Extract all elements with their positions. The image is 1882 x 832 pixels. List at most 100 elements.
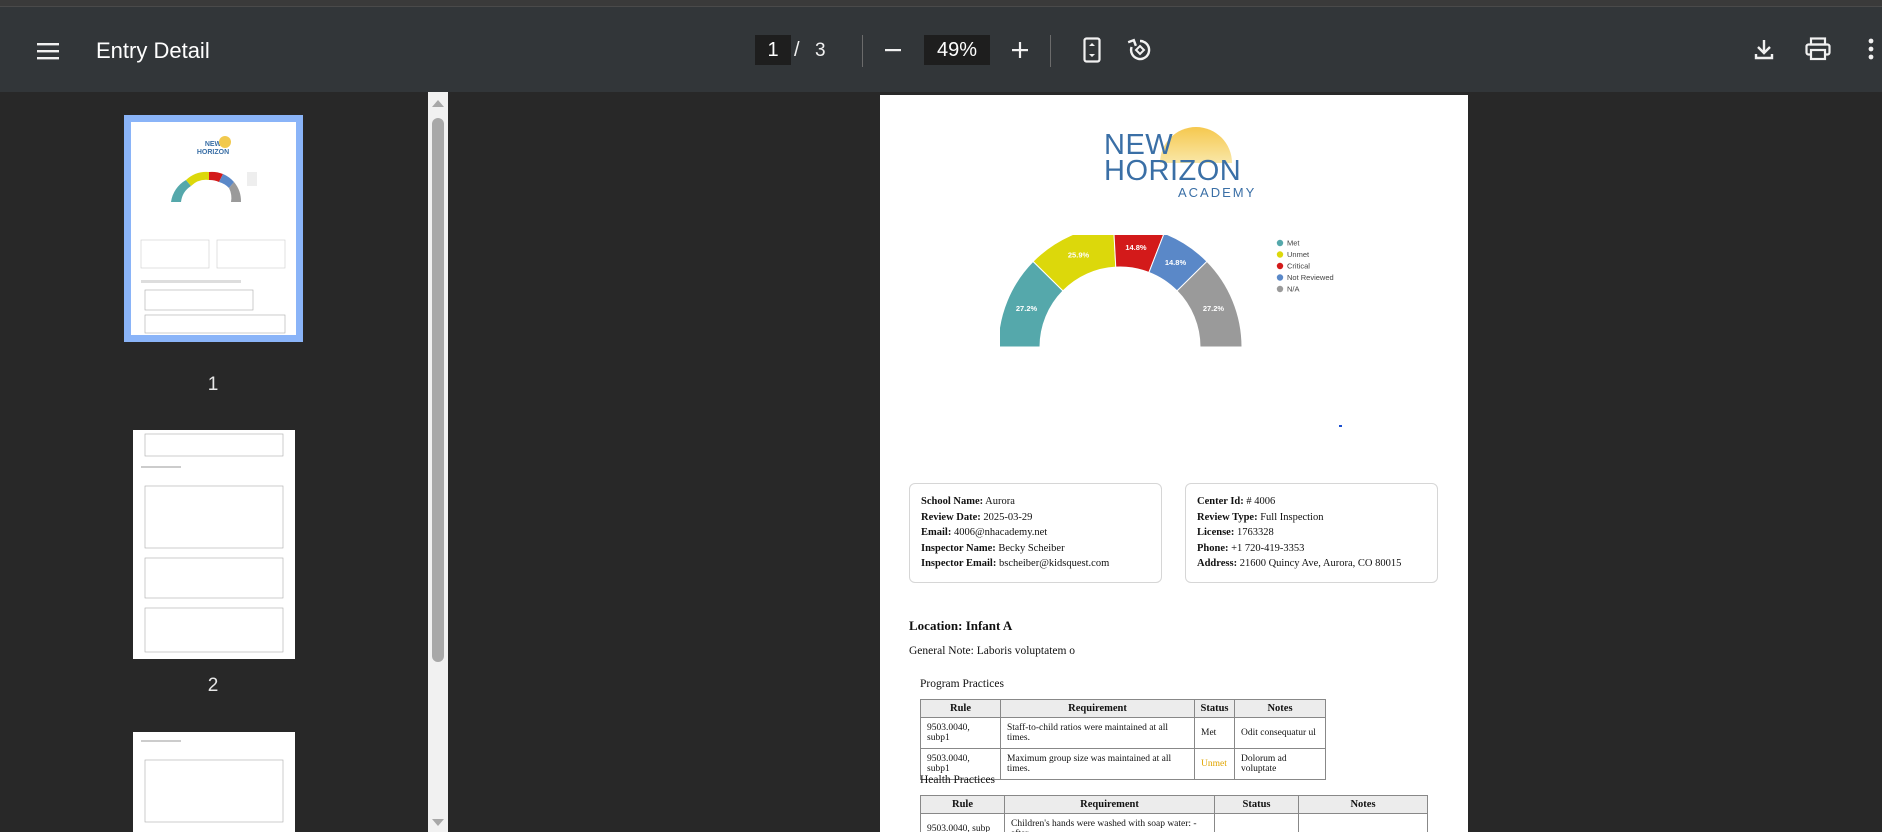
svg-text:NEW: NEW (205, 141, 222, 148)
document-title: Entry Detail (96, 38, 210, 63)
logo-line-horizon: HORIZON (1104, 155, 1242, 187)
chart-data-label: 27.2% (1203, 304, 1225, 313)
col-rule: Rule (920, 699, 1001, 718)
info-school-name: School Name: Aurora (921, 496, 1015, 507)
page-thumbnail-1[interactable]: NEW HORIZON (124, 115, 303, 342)
printer-icon (1805, 37, 1831, 61)
page-number-input[interactable]: 1 (755, 35, 791, 65)
legend-marker (1276, 285, 1284, 293)
plus-icon (1012, 42, 1028, 58)
cell-requirement: Maximum group size was maintained at all… (1000, 748, 1195, 780)
col-status: Status (1214, 795, 1299, 814)
chart-slice-n-a (1176, 260, 1243, 348)
toolbar-divider-2 (1050, 35, 1051, 67)
pdf-toolbar: Entry Detail 1 / 3 49% (0, 7, 1882, 92)
cell-requirement: Staff-to-child ratios were maintained at… (1000, 717, 1195, 749)
cell-rule: 9503.0040, subp1 (920, 717, 1001, 749)
thumbnail-sidebar: NEW HORIZON 1 2 (0, 92, 428, 832)
fit-page-button[interactable] (1074, 32, 1110, 68)
menu-button[interactable] (28, 31, 68, 71)
table-header-row: Rule Requirement Status Notes (920, 795, 1428, 814)
center-info-card: Center Id: # 4006 Review Type: Full Insp… (1185, 483, 1438, 583)
chart-data-label: 25.9% (1068, 250, 1090, 259)
page-thumbnail-3[interactable] (133, 732, 295, 832)
table-row: 9503.0040, subp1 Staff-to-child ratios w… (920, 717, 1326, 749)
sun-logo-icon (1160, 127, 1232, 163)
toolbar-divider (862, 35, 863, 67)
info-review-date: Review Date: 2025-03-29 (921, 511, 1033, 523)
program-practices-title: Program Practices (920, 678, 1004, 690)
col-requirement: Requirement (1000, 699, 1195, 718)
more-vertical-icon (1868, 38, 1874, 60)
decorative-dot (1339, 425, 1342, 427)
logo-line-academy: ACADEMY (1178, 185, 1257, 200)
info-address: Address: 21600 Quincy Ave, Aurora, CO 80… (1197, 558, 1402, 569)
info-inspector-email: Inspector Email: bscheiber@kidsquest.com (921, 558, 1110, 569)
legend-marker (1276, 251, 1284, 258)
general-note: General Note: Laboris voluptatem o (909, 645, 1076, 657)
page-separator: / (794, 39, 800, 61)
cell-notes (1298, 813, 1428, 832)
page-thumbnail-2[interactable] (133, 430, 295, 659)
window-top-edge (0, 0, 1882, 7)
col-rule: Rule (920, 795, 1005, 814)
health-practices-table: Rule Requirement Status Notes 9503.0040,… (920, 795, 1428, 832)
zoom-out-button[interactable] (876, 33, 910, 67)
table-row: 9503.0040, subp1 Maximum group size was … (920, 748, 1326, 780)
col-notes: Notes (1234, 699, 1326, 718)
academy-logo: NEW HORIZON ACADEMY (1100, 115, 1260, 205)
cell-rule: 9503.0040, subp (920, 813, 1005, 832)
cell-rule: 9503.0040, subp1 (920, 748, 1001, 780)
legend-label: N/A (1287, 285, 1300, 294)
table-row: 9503.0040, subp Children's hands were wa… (920, 813, 1428, 832)
chart-slice-unmet (1032, 235, 1117, 292)
cell-status: Met (1194, 717, 1235, 749)
thumbnail-2-number: 2 (207, 675, 219, 696)
col-requirement: Requirement (1004, 795, 1215, 814)
legend-marker (1276, 262, 1284, 270)
document-viewer: NEW HORIZON ACADEMY 27.2% 25.9% 14.8% 14.8%… (448, 92, 1882, 832)
info-inspector-name: Inspector Name: Becky Scheiber (921, 542, 1065, 554)
download-button[interactable] (1746, 31, 1782, 67)
cell-requirement: Children's hands were washed with soap w… (1004, 813, 1215, 832)
legend-label: Not Reviewed (1287, 273, 1334, 282)
menu-icon (37, 43, 59, 60)
cell-notes: Odit consequatur ul (1234, 717, 1326, 749)
print-button[interactable] (1800, 31, 1836, 67)
thumbnail-3-preview (141, 740, 284, 823)
page-total: 3 (815, 40, 826, 61)
program-practices-table: Rule Requirement Status Notes 9503.0040,… (920, 699, 1326, 780)
health-practices-title: Health Practices (920, 774, 996, 786)
chart-data-label: 14.8% (1165, 258, 1187, 267)
legend-label: Critical (1287, 262, 1310, 271)
svg-text:HORIZON: HORIZON (197, 149, 229, 156)
info-license: License: 1763328 (1197, 527, 1274, 538)
info-email: Email: 4006@nhacademy.net (921, 527, 1048, 538)
rotate-icon (1127, 38, 1151, 61)
location-heading: Location: Infant A (909, 618, 1013, 633)
zoom-in-button[interactable] (1003, 33, 1037, 67)
logo-line-new: NEW (1104, 129, 1174, 161)
review-status-chart: 27.2% 25.9% 14.8% 14.8% 27.2% Met Unmet Critica… (1000, 235, 1334, 348)
thumbnail-1-number: 1 (207, 374, 219, 395)
legend-marker (1276, 239, 1284, 247)
chart-data-label: 14.8% (1125, 243, 1147, 252)
thumbnail-2-preview (141, 433, 284, 653)
legend-label: Met (1287, 239, 1300, 248)
school-info-card: School Name: Aurora Review Date: 2025-03… (909, 483, 1162, 583)
thumbnail-scrollbar[interactable] (428, 92, 448, 832)
cell-status (1214, 813, 1299, 832)
scrollbar-thumb[interactable] (432, 118, 444, 662)
fit-to-page-icon (1083, 37, 1101, 63)
info-center-id: Center Id: # 4006 (1197, 496, 1276, 507)
more-options-button[interactable] (1860, 31, 1882, 67)
rotate-button[interactable] (1122, 32, 1158, 68)
thumbnail-1-preview: NEW HORIZON (140, 136, 286, 334)
scroll-up-arrow-icon (432, 100, 444, 107)
zoom-level-input[interactable]: 49% (924, 35, 990, 65)
col-notes: Notes (1298, 795, 1428, 814)
cell-status-unmet: Unmet (1194, 748, 1235, 780)
chart-data-label: 27.2% (1016, 304, 1038, 313)
download-icon (1754, 40, 1774, 60)
legend-label: Unmet (1287, 250, 1310, 259)
